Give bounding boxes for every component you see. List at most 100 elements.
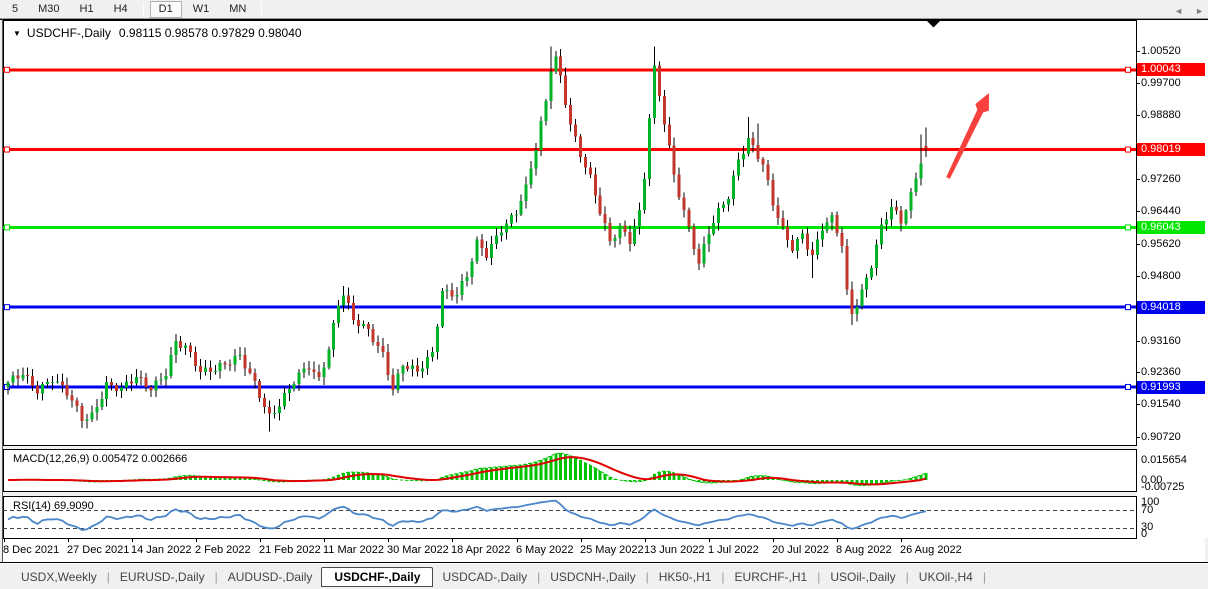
- macd-series: [7, 452, 928, 487]
- price-axis-tickmark: [1136, 211, 1140, 213]
- rsi-axis-tick: 0: [1141, 528, 1148, 540]
- price-axis-tick: 0.94800: [1141, 269, 1181, 282]
- date-label: 13 Jun 2022: [644, 544, 705, 556]
- tab-usdchf-daily[interactable]: USDCHF-,Daily: [321, 566, 434, 587]
- date-label: 21 Feb 2022: [259, 544, 321, 556]
- macd-axis-tick: 0.00: [1141, 474, 1163, 486]
- current-bar-marker-icon: [927, 21, 940, 28]
- horizontal-line-0.94018[interactable]: [3, 304, 1136, 311]
- date-label: 25 May 2022: [580, 544, 644, 556]
- price-axis-tick: 0.95620: [1141, 237, 1181, 250]
- price-axis-tick: 0.99700: [1141, 76, 1181, 89]
- line-handle[interactable]: [4, 304, 10, 311]
- trend-arrow-annotation[interactable]: [946, 93, 989, 179]
- symbol-dropdown-icon[interactable]: ▼: [13, 28, 21, 38]
- horizontal-line-1.00043[interactable]: [3, 66, 1136, 73]
- line-handle[interactable]: [4, 146, 10, 153]
- price-axis-tickmark: [1136, 372, 1140, 373]
- price-axis-tickmark: [1136, 178, 1140, 180]
- timeframe-toolbar: 5 M30 H1 H4 D1 W1 MN: [0, 0, 1208, 19]
- price-axis-tickmark: [1136, 243, 1140, 245]
- candles: [6, 46, 928, 432]
- rsi-axis-tick: 30: [1141, 521, 1154, 533]
- price-axis-tick: 0.98880: [1141, 109, 1181, 122]
- price-axis-tickmark: [1136, 275, 1140, 277]
- date-label: 1 Jul 2022: [708, 544, 759, 556]
- tab-separator: |: [817, 569, 821, 584]
- rsi-axis-tick: 70: [1141, 504, 1154, 516]
- timeframe-button-w1[interactable]: W1: [192, 2, 210, 15]
- tab-separator: |: [645, 569, 649, 584]
- line-handle[interactable]: [1125, 304, 1131, 311]
- tab-scroll-right-icon[interactable]: ►: [1195, 6, 1204, 16]
- price-axis-tickmark: [1136, 50, 1140, 52]
- tab-usoil-daily[interactable]: USOil-,Daily: [830, 569, 896, 584]
- price-axis-tickmark: [1136, 436, 1140, 438]
- horizontal-line-0.96043[interactable]: [3, 224, 1136, 231]
- tab-separator: |: [905, 569, 909, 584]
- chart-title: ▼ USDCHF-,Daily 0.98115 0.98578 0.97829 …: [13, 26, 302, 40]
- price-axis-tick: 0.96440: [1141, 205, 1181, 218]
- chart-window[interactable]: ▼ USDCHF-,Daily 0.98115 0.98578 0.97829 …: [0, 19, 1208, 563]
- date-label: 6 May 2022: [516, 544, 574, 556]
- horizontal-line-0.98019[interactable]: [3, 146, 1136, 153]
- macd-axis-tick: -0.00725: [1141, 481, 1185, 493]
- tab-scroll-left-icon[interactable]: ◄: [1174, 6, 1184, 16]
- date-label: 11 Mar 2022: [323, 544, 384, 556]
- price-axis-tick: 0.93160: [1141, 334, 1181, 347]
- tab-eurusd-daily[interactable]: EURUSD-,Daily: [119, 569, 205, 584]
- timeframe-button-d1[interactable]: D1: [149, 0, 182, 18]
- date-label: 20 Jul 2022: [772, 544, 829, 556]
- line-handle[interactable]: [1125, 383, 1131, 390]
- tab-separator: |: [721, 569, 725, 584]
- macd-indicator-label: MACD(12,26,9) 0.005472 0.002666: [13, 453, 188, 465]
- rsi-indicator-label: RSI(14) 69.9090: [13, 500, 94, 512]
- price-axis-tick: 1.00520: [1141, 44, 1181, 57]
- date-label: 30 Mar 2022: [387, 544, 449, 556]
- tab-audusd-daily[interactable]: AUDUSD-,Daily: [227, 569, 313, 584]
- tab-usdx-weekly[interactable]: USDX,Weekly: [21, 569, 97, 584]
- timeframe-button-5[interactable]: 5: [12, 2, 19, 15]
- toolbar-separator: [142, 2, 144, 16]
- line-handle[interactable]: [4, 66, 10, 73]
- price-axis-tick: 0.92360: [1141, 366, 1181, 378]
- rsi-axis-tick: 100: [1141, 496, 1160, 508]
- price-chart-plot[interactable]: [0, 19, 1208, 563]
- date-label: 8 Aug 2022: [836, 544, 892, 556]
- timeframe-button-h1[interactable]: H1: [79, 2, 94, 15]
- line-handle[interactable]: [1125, 146, 1131, 153]
- price-line-label: 0.91993: [1137, 380, 1205, 394]
- timeframe-button-h4[interactable]: H4: [113, 2, 128, 15]
- rsi-line: [7, 499, 927, 531]
- tab-ukoil-h4[interactable]: UKOil-,H4: [918, 569, 973, 584]
- chart-ohlc-values: 0.98115 0.98578 0.97829 0.98040: [118, 26, 302, 40]
- tab-separator: |: [214, 569, 218, 584]
- tab-hk50-h1[interactable]: HK50-,H1: [658, 569, 712, 584]
- date-label: 18 Apr 2022: [451, 544, 511, 556]
- macd-axis-tick: 0.015654: [1141, 454, 1187, 466]
- line-handle[interactable]: [1125, 66, 1131, 73]
- timeframe-button-m30[interactable]: M30: [38, 2, 60, 15]
- timeframe-button-mn[interactable]: MN: [229, 2, 247, 15]
- price-line-label: 0.98019: [1137, 143, 1205, 156]
- line-handle[interactable]: [4, 224, 10, 231]
- price-axis-tick: 0.90720: [1141, 430, 1181, 443]
- main-panel[interactable]: [3, 20, 1137, 446]
- tab-usdcnh-daily[interactable]: USDCNH-,Daily: [550, 569, 636, 584]
- date-label: 26 Aug 2022: [900, 544, 962, 556]
- tab-usdcad-daily[interactable]: USDCAD-,Daily: [442, 569, 528, 584]
- price-axis-tickmark: [1136, 115, 1140, 117]
- toolbar-separator: [261, 2, 263, 16]
- date-label: 8 Dec 2021: [3, 544, 60, 556]
- date-label: 27 Dec 2021: [67, 544, 130, 556]
- tab-eurchf-h1[interactable]: EURCHF-,H1: [734, 569, 808, 584]
- date-label: 14 Jan 2022: [131, 544, 192, 556]
- price-line-label: 0.94018: [1137, 300, 1205, 314]
- line-handle[interactable]: [1125, 224, 1131, 231]
- price-axis-tick: 0.91540: [1141, 398, 1181, 411]
- chart-tab-bar: USDX,Weekly | EURUSD-,Daily | AUDUSD-,Daily U…: [0, 563, 1208, 589]
- price-axis-tickmark: [1136, 340, 1140, 342]
- price-axis-tick: 0.97260: [1141, 172, 1181, 185]
- price-axis-tickmark: [1136, 404, 1140, 406]
